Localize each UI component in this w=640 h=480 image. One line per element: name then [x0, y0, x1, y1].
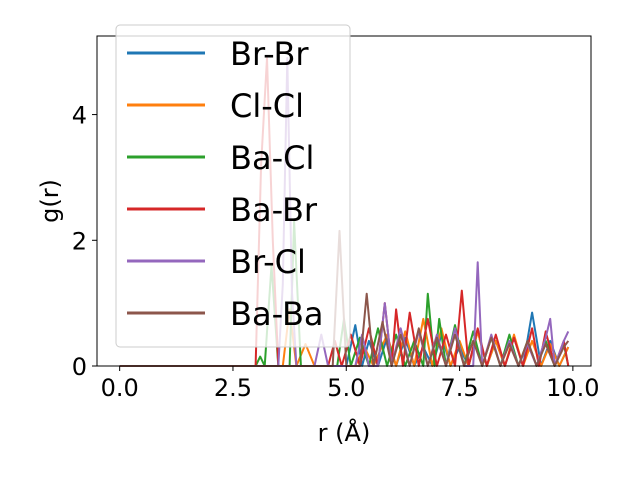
- x-tick-label: 10.0: [546, 374, 599, 402]
- y-tick-label: 4: [72, 102, 87, 130]
- legend-label: Ba-Br: [230, 191, 318, 229]
- legend-label: Cl-Cl: [230, 87, 304, 125]
- x-tick-label: 0.0: [101, 374, 139, 402]
- legend-label: Ba-Ba: [230, 295, 324, 333]
- x-tick-label: 7.5: [440, 374, 478, 402]
- x-tick-label: 5.0: [327, 374, 365, 402]
- x-axis-ticks: 0.0 2.5 5.0 7.5 10.0: [101, 366, 600, 402]
- x-axis-label: r (Å): [318, 418, 371, 447]
- legend-label: Br-Br: [230, 35, 309, 73]
- y-axis-ticks: 0 2 4: [72, 102, 97, 381]
- legend-label: Ba-Cl: [230, 139, 314, 177]
- y-axis-label: g(r): [36, 179, 64, 223]
- legend: Br-Br Cl-Cl Ba-Cl Ba-Br Br-Cl Ba-Ba: [115, 24, 351, 348]
- y-tick-label: 2: [72, 227, 87, 255]
- x-tick-label: 2.5: [214, 374, 252, 402]
- y-tick-label: 0: [72, 353, 87, 381]
- legend-label: Br-Cl: [230, 243, 306, 281]
